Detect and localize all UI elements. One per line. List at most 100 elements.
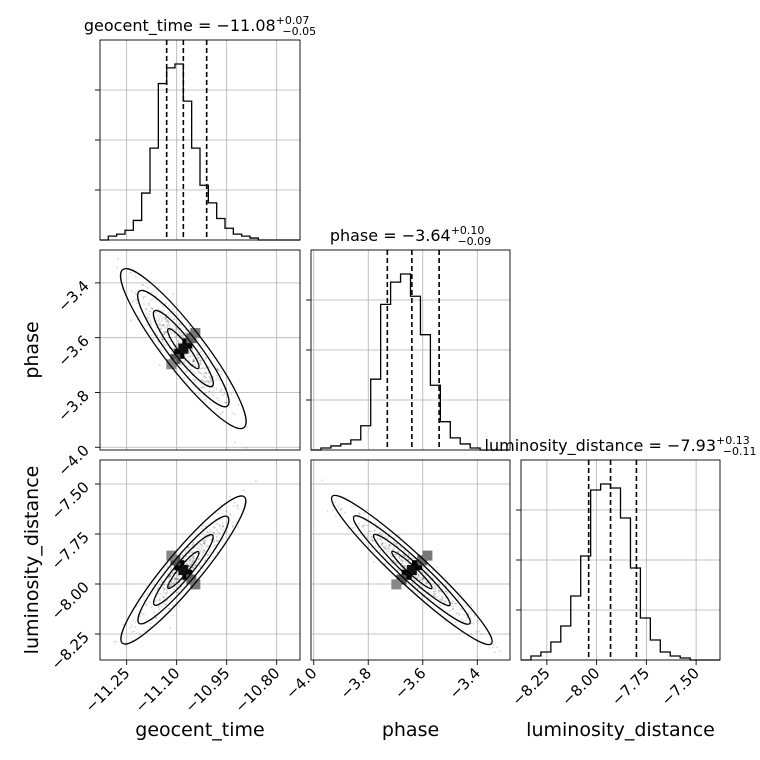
sample-point — [159, 315, 162, 318]
sample-point — [173, 311, 176, 314]
sample-point — [187, 366, 190, 368]
sample-point — [169, 329, 171, 332]
sample-point — [198, 393, 201, 395]
sample-point — [204, 371, 207, 374]
sample-point — [136, 605, 138, 608]
sample-point — [150, 321, 152, 324]
sample-point — [161, 305, 164, 308]
sample-point — [209, 560, 212, 562]
sample-point — [191, 371, 194, 373]
sample-point — [189, 559, 192, 562]
sample-point — [188, 565, 191, 568]
sample-point — [165, 324, 168, 327]
sample-point — [209, 362, 212, 365]
sample-point — [391, 562, 394, 565]
sample-point — [371, 536, 373, 539]
sample-point — [174, 578, 177, 580]
sample-point — [161, 323, 164, 326]
sample-point — [174, 581, 177, 583]
sample-point — [192, 359, 195, 362]
xtick-label-geocent_time-1: −11.10 — [132, 664, 184, 716]
sample-point — [219, 525, 222, 528]
sample-point — [219, 509, 222, 511]
sample-point — [389, 552, 392, 555]
yaxis-label-phase: phase — [21, 321, 43, 378]
sample-point — [422, 577, 425, 580]
sample-point — [161, 318, 164, 321]
sample-point — [190, 551, 193, 554]
sample-point — [401, 559, 404, 562]
sample-point — [148, 304, 150, 307]
sample-point — [203, 542, 206, 545]
sample-point — [165, 317, 168, 320]
sample-point — [337, 504, 340, 507]
sample-point — [162, 586, 165, 589]
sample-point — [142, 296, 145, 298]
histogram-luminosity_distance — [521, 483, 720, 661]
sample-point — [192, 355, 194, 357]
sample-point — [166, 320, 169, 323]
sample-point — [213, 532, 216, 535]
sample-point — [177, 339, 180, 342]
sample-point — [205, 372, 208, 375]
sample-point — [184, 361, 186, 364]
sample-point — [138, 316, 141, 318]
sample-point — [194, 564, 197, 567]
sample-point — [192, 555, 195, 558]
sample-point — [163, 331, 166, 333]
sample-point — [168, 325, 171, 327]
sample-point — [188, 356, 191, 358]
sample-point — [196, 365, 199, 368]
sample-point — [476, 619, 479, 622]
sample-point — [166, 565, 169, 568]
sample-point — [156, 589, 159, 591]
sample-point — [440, 597, 443, 599]
sample-point — [175, 326, 178, 329]
sample-point — [196, 339, 199, 341]
sample-point — [446, 591, 449, 593]
sample-point — [394, 561, 396, 563]
sample-point — [393, 541, 396, 543]
sample-point — [221, 540, 224, 542]
sample-point — [191, 557, 194, 560]
sample-point — [134, 626, 137, 628]
sample-point — [162, 596, 165, 599]
sample-point — [156, 587, 159, 589]
sample-point — [395, 561, 398, 564]
xtick-label-phase-1: −3.8 — [337, 664, 375, 702]
sample-point — [174, 328, 177, 331]
sample-point — [188, 559, 191, 561]
sample-point — [335, 515, 337, 518]
sample-point — [384, 563, 386, 565]
sample-point — [158, 323, 161, 325]
sample-point — [162, 325, 164, 327]
sample-point — [405, 562, 408, 565]
sample-point — [455, 612, 458, 615]
sample-point — [369, 539, 372, 541]
sample-point — [231, 525, 234, 528]
sample-point — [203, 543, 206, 545]
sample-point — [202, 567, 205, 569]
sample-point — [225, 510, 227, 512]
sample-point — [175, 336, 178, 338]
sample-point — [443, 600, 446, 603]
sample-point — [347, 527, 349, 530]
sample-point — [388, 549, 391, 552]
sample-point — [473, 614, 476, 616]
sample-point — [388, 543, 391, 546]
sample-point — [202, 354, 205, 357]
sample-point — [458, 599, 460, 601]
sample-point — [205, 357, 208, 360]
title-phase: phase = −3.64+0.10 −0.09 — [330, 224, 491, 248]
sample-point — [204, 359, 206, 361]
sample-point — [183, 557, 185, 560]
sample-point — [171, 327, 174, 330]
sample-point — [202, 367, 205, 369]
sample-point — [245, 447, 247, 449]
sample-point — [145, 308, 147, 311]
sample-point — [203, 399, 206, 401]
sample-point — [458, 614, 460, 616]
xtick-label-luminosity_distance-2: −7.75 — [608, 664, 653, 709]
sample-point — [209, 551, 212, 554]
sample-point — [229, 495, 231, 498]
